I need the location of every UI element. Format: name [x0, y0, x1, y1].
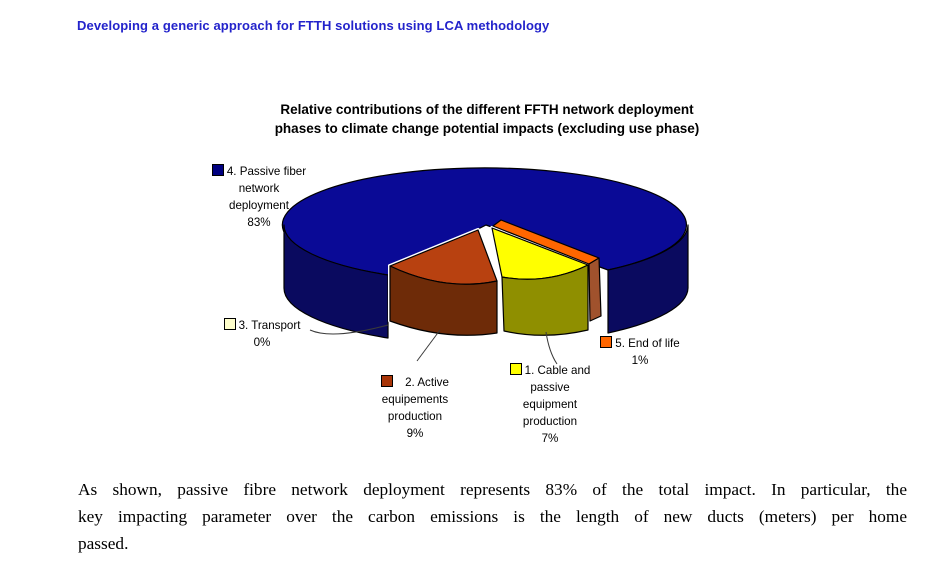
callout-value: 7% — [541, 432, 559, 445]
callout-value: 83% — [247, 216, 271, 229]
callout-cable-passive: 1. Cable and passive equipment productio… — [494, 362, 606, 447]
pie-slice-end-of-life-side — [588, 257, 602, 322]
legend-swatch-end-of-life — [600, 336, 613, 348]
pie-slice-passive-fiber-side-right — [607, 224, 689, 334]
document-header-title: Developing a generic approach for FTTH s… — [77, 18, 550, 33]
paragraph-line: key impacting parameter over the carbon … — [78, 507, 907, 526]
legend-swatch-passive-fiber — [211, 164, 224, 176]
leader-line-cable-passive — [545, 331, 558, 365]
legend-swatch-active-equip — [381, 375, 394, 387]
callout-text: production — [387, 410, 443, 423]
callout-text: 1. Cable and — [524, 364, 591, 377]
legend-swatch-cable-passive — [509, 363, 522, 375]
callout-text: 2. Active — [405, 376, 449, 389]
body-paragraph: As shown, passive fibre network deployme… — [78, 476, 907, 557]
callout-line: 4. Passive fiber — [185, 163, 333, 180]
pie-slice-active-equip-side — [389, 265, 498, 336]
callout-active-equip: 2. Active equipements production 9% — [362, 374, 468, 442]
leader-line-transport — [309, 324, 389, 335]
pie-slice-cable-passive-side — [501, 264, 589, 336]
chart-title-line-2: phases to climate change potential impac… — [274, 120, 700, 136]
callout-line: 3. Transport — [203, 317, 321, 334]
leader-line-active-equip — [416, 329, 441, 362]
pie-slice-passive-fiber-side-left — [283, 224, 389, 339]
callout-line: 1. Cable and — [494, 362, 606, 379]
callout-text: passive — [530, 381, 570, 394]
callout-text: equipements — [381, 393, 449, 406]
callout-value: 0% — [253, 336, 271, 349]
callout-line: 5. End of life — [584, 335, 696, 352]
callout-value: 9% — [406, 427, 424, 440]
callout-passive-fiber: 4. Passive fiber network deployment 83% — [185, 163, 333, 231]
callout-text: equipment — [522, 398, 578, 411]
callout-line: 2. Active — [362, 374, 468, 391]
callout-text: 5. End of life — [615, 337, 680, 350]
chart-title-line-1: Relative contributions of the different … — [280, 102, 694, 117]
callout-text: production — [522, 415, 578, 428]
chart-title: Relative contributions of the different … — [167, 101, 807, 138]
callout-transport: 3. Transport 0% — [203, 317, 321, 351]
callout-text: network — [238, 182, 280, 195]
callout-value: 1% — [631, 354, 649, 367]
callout-text: 4. Passive fiber — [226, 165, 307, 178]
paragraph-line: passed. — [78, 534, 129, 553]
callout-end-of-life: 5. End of life 1% — [584, 335, 696, 369]
callout-text: deployment — [229, 199, 289, 212]
paragraph-line: As shown, passive fibre network deployme… — [78, 480, 907, 499]
callout-text: 3. Transport — [238, 319, 301, 332]
legend-swatch-transport — [223, 318, 236, 330]
